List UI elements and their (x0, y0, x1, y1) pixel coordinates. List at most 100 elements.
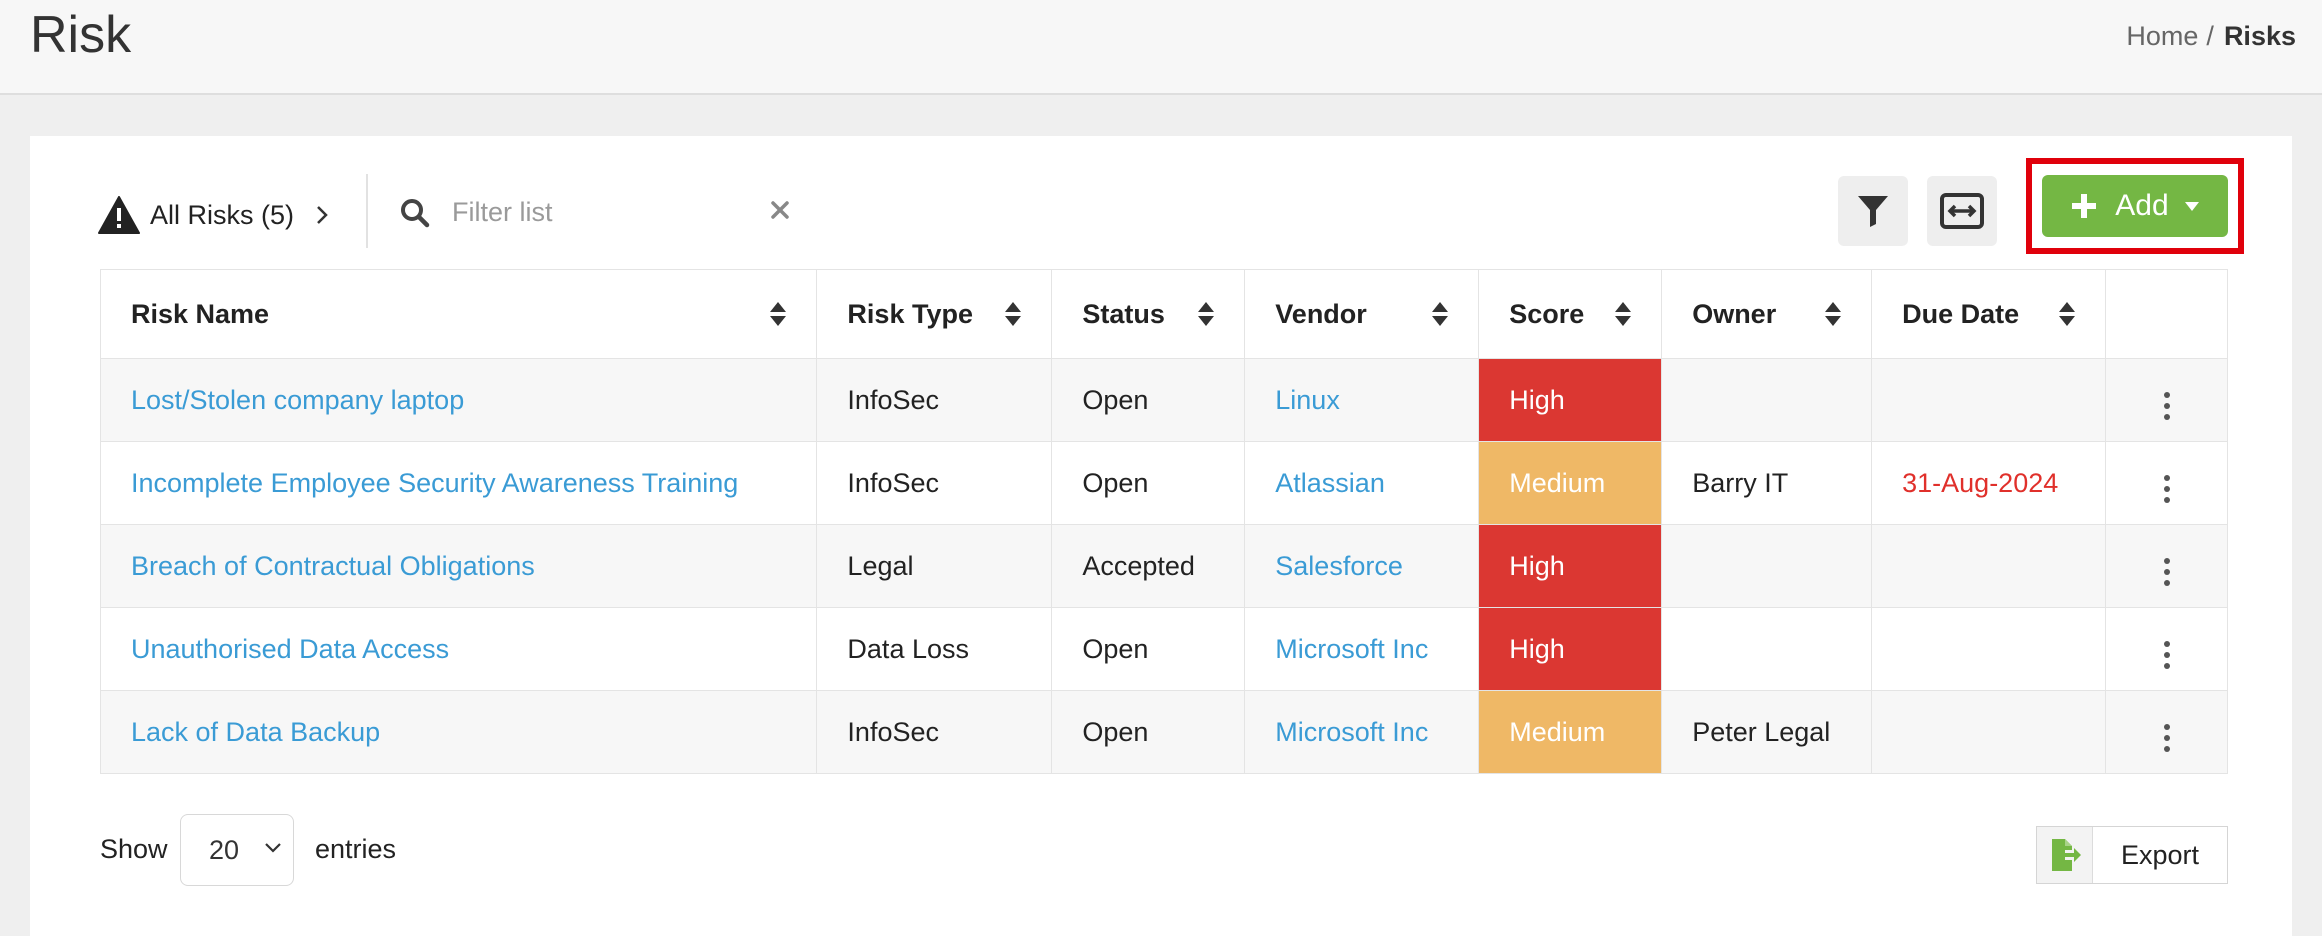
vendor-cell: Atlassian (1244, 441, 1480, 525)
risk-name-cell: Lack of Data Backup (99, 690, 818, 774)
risk-name-cell: Lost/Stolen company laptop (99, 358, 818, 442)
entries-per-page-select[interactable]: 20 (180, 814, 294, 886)
sort-icon (770, 302, 787, 326)
breadcrumb-current: Risks (2223, 21, 2296, 51)
add-button-highlight (2026, 158, 2244, 254)
status-cell: Open (1051, 441, 1246, 525)
due-date-cell (1871, 358, 2106, 442)
risk-name-link[interactable]: Unauthorised Data Access (131, 633, 450, 664)
risk-type-cell: Data Loss (816, 607, 1053, 691)
column-header-vendor[interactable]: Vendor (1244, 269, 1480, 359)
owner-cell (1661, 358, 1873, 442)
vendor-link[interactable]: Linux (1275, 384, 1340, 415)
chevron-right-icon (317, 206, 328, 224)
risk-name-link[interactable]: Lost/Stolen company laptop (131, 384, 465, 415)
risk-name-cell: Incomplete Employee Security Awareness T… (99, 441, 818, 525)
filter-button[interactable] (1838, 176, 1908, 246)
plus-icon (2072, 194, 2097, 218)
owner-cell: Peter Legal (1661, 690, 1873, 774)
column-header-label: Score (1509, 298, 1585, 329)
risk-name-cell: Unauthorised Data Access (99, 607, 818, 691)
status-cell: Open (1051, 358, 1246, 442)
vendor-link[interactable]: Microsoft Inc (1275, 633, 1429, 664)
row-actions-menu-icon[interactable] (2147, 635, 2187, 675)
row-actions-menu-icon[interactable] (2147, 552, 2187, 592)
add-button-label: Add (2115, 189, 2169, 222)
entries-value: 20 (209, 834, 240, 865)
add-button[interactable]: Add (2042, 175, 2228, 237)
export-button[interactable]: Export (2036, 826, 2228, 884)
search-icon (401, 199, 430, 228)
due-date-cell (1871, 524, 2106, 608)
row-actions-menu-icon[interactable] (2147, 469, 2187, 509)
risk-name-link[interactable]: Incomplete Employee Security Awareness T… (131, 467, 739, 498)
vendor-cell: Microsoft Inc (1244, 607, 1480, 691)
risk-table: Risk Name Risk Type Status Vendor Score … (99, 269, 2228, 774)
vendor-link[interactable]: Salesforce (1275, 550, 1403, 581)
column-header-owner[interactable]: Owner (1661, 269, 1873, 359)
risk-view-label: All Risks (5) (150, 199, 295, 230)
risk-name-link[interactable]: Breach of Contractual Obligations (131, 550, 535, 581)
column-header-status[interactable]: Status (1051, 269, 1246, 359)
actions-cell (2105, 358, 2228, 442)
status-cell: Open (1051, 690, 1246, 774)
column-header-risk-type[interactable]: Risk Type (816, 269, 1053, 359)
filter-list-input[interactable] (452, 192, 752, 232)
risk-name-link[interactable]: Lack of Data Backup (131, 716, 381, 747)
chevron-down-icon (265, 843, 281, 853)
expand-columns-button[interactable] (1927, 176, 1997, 246)
breadcrumb-home-link[interactable]: Home (2126, 21, 2199, 51)
entries-label: entries (315, 834, 397, 864)
vendor-link[interactable]: Microsoft Inc (1275, 716, 1429, 747)
column-header-label: Risk Name (131, 298, 270, 329)
table-row: Incomplete Employee Security Awareness T… (99, 441, 2228, 525)
vendor-cell: Salesforce (1244, 524, 1480, 608)
risk-type-cell: Legal (816, 524, 1053, 608)
due-date-cell (1871, 690, 2106, 774)
score-badge: High (1478, 607, 1663, 691)
risk-view-selector[interactable]: All Risks (5) (98, 192, 328, 238)
show-label: Show (100, 834, 168, 864)
column-header-label: Vendor (1275, 298, 1367, 329)
actions-cell (2105, 607, 2228, 691)
table-header-row: Risk Name Risk Type Status Vendor Score … (99, 269, 2228, 359)
sort-icon (1198, 302, 1215, 326)
table-row: Lost/Stolen company laptop InfoSec Open … (99, 358, 2228, 442)
column-header-actions (2105, 269, 2228, 359)
page-title: Risk (30, 6, 132, 64)
sort-icon (2059, 302, 2075, 326)
file-export-icon (2051, 839, 2081, 871)
sort-icon (1432, 302, 1449, 326)
vendor-cell: Microsoft Inc (1244, 690, 1480, 774)
vendor-link[interactable]: Atlassian (1275, 467, 1385, 498)
toolbar-divider (366, 174, 368, 248)
score-badge: Medium (1478, 690, 1663, 774)
status-cell: Open (1051, 607, 1246, 691)
score-badge: High (1478, 358, 1663, 442)
row-actions-menu-icon[interactable] (2147, 718, 2187, 758)
column-header-label: Risk Type (847, 298, 973, 329)
due-date-cell: 31-Aug-2024 (1871, 441, 2106, 525)
sort-icon (1825, 302, 1842, 326)
export-button-label: Export (2120, 839, 2200, 870)
warning-icon (98, 196, 140, 234)
filter-icon (1858, 196, 1888, 227)
breadcrumb-separator: / (2206, 21, 2214, 51)
column-header-risk-name[interactable]: Risk Name (99, 269, 818, 359)
status-cell: Accepted (1051, 524, 1246, 608)
column-header-score[interactable]: Score (1478, 269, 1663, 359)
column-header-label: Owner (1692, 298, 1777, 329)
risk-type-cell: InfoSec (816, 441, 1053, 525)
column-header-due-date[interactable]: Due Date (1871, 269, 2106, 359)
owner-cell (1661, 607, 1873, 691)
row-actions-menu-icon[interactable] (2147, 386, 2187, 426)
page-header: Risk Home / Risks (0, 0, 2322, 95)
sort-icon (1615, 302, 1632, 326)
risk-type-cell: InfoSec (816, 690, 1053, 774)
close-icon[interactable] (770, 200, 790, 220)
column-header-label: Status (1082, 298, 1165, 329)
actions-cell (2105, 690, 2228, 774)
risk-name-cell: Breach of Contractual Obligations (99, 524, 818, 608)
owner-cell: Barry IT (1661, 441, 1873, 525)
vendor-cell: Linux (1244, 358, 1480, 442)
